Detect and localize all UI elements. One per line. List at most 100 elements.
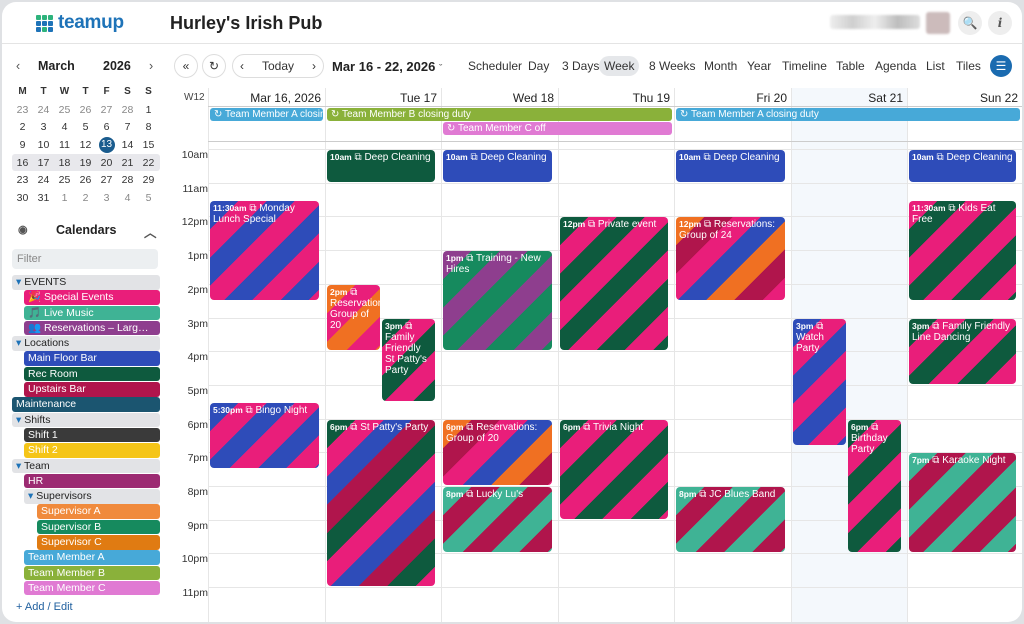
all-day-event[interactable]: ↻ Team Member A closing duty bbox=[210, 108, 323, 121]
event[interactable]: 3pm ⧉ Family Friendly St Patty's Party bbox=[382, 318, 435, 401]
caret-down-icon[interactable]: ▾ bbox=[16, 276, 25, 288]
mini-day[interactable]: 14 bbox=[121, 138, 134, 151]
view-table[interactable]: Table bbox=[836, 59, 865, 73]
mini-day[interactable]: 25 bbox=[58, 174, 71, 187]
mini-day[interactable]: 6 bbox=[103, 121, 110, 134]
mini-day[interactable]: 25 bbox=[58, 103, 71, 116]
mini-day[interactable]: 28 bbox=[121, 103, 134, 116]
caret-down-icon[interactable]: ▾ bbox=[16, 459, 24, 472]
mini-day[interactable]: 22 bbox=[142, 156, 155, 169]
filter-input[interactable]: Filter bbox=[12, 249, 158, 269]
event[interactable]: 2pm ⧉ Reservations: Group of 20 bbox=[327, 284, 380, 351]
calendar-item[interactable]: 👥 Reservations – Larg… bbox=[24, 320, 160, 336]
mini-day[interactable]: 5 bbox=[145, 191, 152, 204]
event[interactable]: 10am ⧉ Deep Cleaning bbox=[676, 150, 785, 182]
calendar-item[interactable]: Upstairs Bar bbox=[24, 382, 160, 397]
mini-day[interactable]: 27 bbox=[100, 174, 113, 187]
mini-day[interactable]: 5 bbox=[82, 121, 89, 134]
mini-day[interactable]: 7 bbox=[124, 121, 131, 134]
mini-day[interactable]: 18 bbox=[58, 156, 71, 169]
next-week-icon[interactable]: › bbox=[312, 59, 316, 73]
mini-day[interactable]: 11 bbox=[59, 138, 70, 151]
calendar-item[interactable]: Shift 1 bbox=[24, 427, 160, 443]
mini-day[interactable]: 1 bbox=[145, 103, 152, 116]
mini-day[interactable]: 20 bbox=[100, 156, 113, 169]
calendar-item[interactable]: Main Floor Bar bbox=[24, 351, 160, 366]
calendar-item[interactable]: Supervisor A bbox=[37, 504, 160, 519]
mini-day[interactable]: 27 bbox=[100, 103, 113, 116]
mini-day[interactable]: 3 bbox=[40, 121, 47, 134]
calendar-item[interactable]: Rec Room bbox=[24, 366, 160, 382]
next-month-icon[interactable]: › bbox=[149, 59, 154, 73]
mini-day[interactable]: 19 bbox=[79, 156, 92, 169]
view-year[interactable]: Year bbox=[747, 59, 772, 73]
view-tiles[interactable]: Tiles bbox=[956, 59, 981, 73]
view-month[interactable]: Month bbox=[704, 59, 738, 73]
mini-day[interactable]: 30 bbox=[16, 191, 29, 204]
view-agenda[interactable]: Agenda bbox=[875, 59, 917, 73]
search-button[interactable]: 🔍 bbox=[958, 11, 982, 35]
prev-week-icon[interactable]: ‹ bbox=[240, 59, 244, 73]
event[interactable]: 11:30am ⧉ Monday Lunch Special bbox=[210, 200, 319, 300]
avatar[interactable] bbox=[926, 12, 950, 34]
mini-day[interactable]: 28 bbox=[121, 174, 134, 187]
mini-day[interactable]: 1 bbox=[61, 191, 68, 204]
mini-day[interactable]: 17 bbox=[37, 156, 50, 169]
calendar-item[interactable]: HR bbox=[24, 473, 160, 489]
mini-day[interactable]: 4 bbox=[61, 121, 68, 134]
mini-day[interactable]: 24 bbox=[37, 103, 50, 116]
info-button[interactable]: i bbox=[988, 11, 1012, 35]
view-timeline[interactable]: Timeline bbox=[782, 59, 827, 73]
mini-month[interactable]: March bbox=[38, 59, 75, 73]
day-header[interactable]: Mar 16, 2026 bbox=[250, 91, 321, 105]
calendar-item[interactable]: 🎉 Special Events bbox=[24, 290, 160, 305]
mini-day[interactable]: 21 bbox=[121, 156, 134, 169]
mini-day[interactable]: 3 bbox=[103, 191, 110, 204]
view-scheduler[interactable]: Scheduler bbox=[468, 59, 523, 73]
calendar-item[interactable]: Team Member C bbox=[24, 580, 160, 596]
mini-day[interactable]: 8 bbox=[145, 121, 152, 134]
event[interactable]: 5:30pm ⧉ Bingo Night bbox=[210, 402, 319, 469]
event[interactable]: 6pm ⧉ Trivia Night bbox=[560, 419, 668, 519]
event[interactable]: 11:30am ⧉ Kids Eat Free bbox=[909, 200, 1016, 300]
date-range[interactable]: Mar 16 - 22, 2026 ˇ bbox=[332, 59, 442, 74]
collapse-icon[interactable]: ︿ bbox=[144, 226, 157, 240]
caret-down-icon[interactable]: ▾ bbox=[16, 413, 25, 426]
prev-month-icon[interactable]: ‹ bbox=[16, 59, 21, 73]
event[interactable]: 6pm ⧉ Reservations: Group of 20 bbox=[443, 419, 552, 485]
mini-week-row[interactable]: 23 24 25 26 27 28 29 bbox=[12, 171, 160, 189]
day-header[interactable]: Sat 21 bbox=[868, 91, 903, 105]
day-header[interactable]: Wed 18 bbox=[512, 91, 554, 105]
collapse-sidebar-button[interactable]: « bbox=[174, 54, 198, 78]
caret-down-icon[interactable]: ▾ bbox=[16, 337, 25, 350]
event[interactable]: 3pm ⧉ Family Friendly Line Dancing bbox=[909, 318, 1016, 384]
mini-day[interactable]: 4 bbox=[124, 191, 131, 204]
calendar-item[interactable]: ▾ Locations bbox=[12, 336, 160, 351]
mini-day[interactable]: 23 bbox=[16, 103, 29, 116]
calendar-item[interactable]: Maintenance bbox=[12, 397, 160, 412]
mini-year[interactable]: 2026 bbox=[103, 59, 131, 73]
eye-icon[interactable]: ◉ bbox=[18, 224, 28, 236]
event[interactable]: 10am ⧉ Deep Cleaning bbox=[909, 150, 1016, 182]
mini-week-row[interactable]: 30 31 1 2 3 4 5 bbox=[12, 189, 160, 207]
event[interactable]: 1pm ⧉ Training - New Hires bbox=[443, 251, 552, 351]
view-8-weeks[interactable]: 8 Weeks bbox=[649, 59, 696, 73]
mini-day[interactable]: 26 bbox=[79, 174, 92, 187]
event[interactable]: 10am ⧉ Deep Cleaning bbox=[327, 150, 435, 182]
calendar-item[interactable]: ▾ Team bbox=[12, 458, 160, 474]
calendar-item[interactable]: Shift 2 bbox=[24, 443, 160, 458]
mini-week-row[interactable]: 23 24 25 26 27 28 1 bbox=[12, 101, 160, 119]
calendar-item[interactable]: 🎵 Live Music bbox=[24, 305, 160, 321]
mini-day[interactable]: 16 bbox=[16, 156, 29, 169]
mini-day[interactable]: 10 bbox=[37, 138, 50, 151]
calendar-item[interactable]: ▾ Supervisors bbox=[24, 489, 160, 504]
calendar-item[interactable]: ▾ EVENTS bbox=[12, 275, 160, 290]
calendar-item[interactable]: Supervisor B bbox=[37, 519, 160, 535]
mini-day-today[interactable]: 13 bbox=[98, 136, 115, 153]
event[interactable]: 6pm ⧉ St Patty's Party bbox=[327, 419, 435, 587]
caret-down-icon[interactable]: ▾ bbox=[28, 490, 37, 503]
refresh-button[interactable]: ↻ bbox=[202, 54, 226, 78]
mini-week-row[interactable]: 2 3 4 5 6 7 8 bbox=[12, 118, 160, 136]
day-header[interactable]: Fri 20 bbox=[756, 91, 787, 105]
user-name[interactable] bbox=[830, 15, 920, 29]
